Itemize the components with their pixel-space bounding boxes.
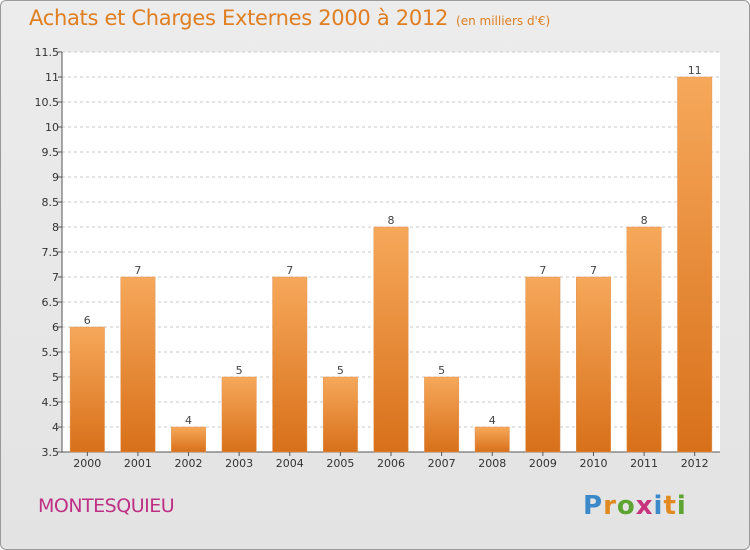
- logo-letter: o: [616, 491, 636, 521]
- data-label: 4: [185, 414, 192, 427]
- x-tick-label: 2001: [124, 457, 152, 470]
- chart-subtitle: (en milliers d'€): [456, 14, 551, 28]
- bar: [373, 226, 409, 453]
- bar: [221, 376, 257, 453]
- y-tick-label: 7: [52, 271, 59, 284]
- data-label: 8: [388, 214, 395, 227]
- y-tick-label: 4: [52, 421, 59, 434]
- y-tick-label: 9: [52, 171, 59, 184]
- logo-letter: i: [653, 491, 664, 521]
- bar: [424, 376, 460, 453]
- bar: [69, 326, 105, 453]
- logo-letter: x: [635, 491, 654, 521]
- x-tick-label: 2002: [175, 457, 203, 470]
- data-label: 7: [590, 264, 597, 277]
- data-label: 7: [286, 264, 293, 277]
- logo-letter: r: [603, 491, 617, 521]
- logo-letter: t: [663, 491, 677, 521]
- data-label: 7: [539, 264, 546, 277]
- y-tick-label: 10: [45, 121, 59, 134]
- data-label: 6: [84, 314, 91, 327]
- data-label: 5: [236, 364, 243, 377]
- x-tick-label: 2004: [276, 457, 304, 470]
- bar: [677, 76, 713, 453]
- y-tick-label: 7.5: [42, 246, 60, 259]
- data-label: 11: [688, 64, 702, 77]
- chart-title: Achats et Charges Externes 2000 à 2012 (e…: [29, 6, 550, 30]
- bar: [322, 376, 358, 453]
- city-name: MONTESQUIEU: [38, 495, 175, 517]
- bar: [626, 226, 662, 453]
- x-tick-label: 2006: [377, 457, 405, 470]
- x-tick-label: 2011: [630, 457, 658, 470]
- bar: [474, 426, 510, 453]
- y-tick-label: 8.5: [42, 196, 60, 209]
- x-tick-label: 2005: [326, 457, 354, 470]
- x-tick-label: 2009: [529, 457, 557, 470]
- data-labels: 6 7 4 5 7 5 8 5 4 7 7 8 11: [84, 64, 702, 427]
- bar: [525, 276, 561, 453]
- y-tick-label: 10.5: [35, 96, 60, 109]
- proxiti-logo: Proxiti: [583, 491, 687, 521]
- bar: [576, 276, 611, 453]
- y-tick-label: 9.5: [42, 146, 60, 159]
- x-tick-label: 2008: [478, 457, 506, 470]
- x-tick-label: 2012: [681, 457, 709, 470]
- y-tick-label: 8: [52, 221, 59, 234]
- y-tick-label: 5: [52, 371, 59, 384]
- y-tick-label: 6.5: [42, 296, 60, 309]
- chart-title-text: Achats et Charges Externes 2000 à 2012: [29, 6, 449, 30]
- y-tick-label: 5.5: [42, 346, 60, 359]
- data-label: 4: [489, 414, 496, 427]
- y-tick-label: 11.5: [35, 46, 60, 59]
- x-tick-label: 2007: [428, 457, 456, 470]
- logo-letter: P: [583, 491, 604, 521]
- x-tick-label: 2003: [225, 457, 253, 470]
- bar: [171, 426, 206, 453]
- y-tick-label: 6: [52, 321, 59, 334]
- x-axis: 2000 2001 2002 2003 2004 2005 2006 2007 2008 2009…: [73, 452, 709, 470]
- data-label: 7: [134, 264, 141, 277]
- x-tick-label: 2000: [73, 457, 101, 470]
- y-tick-label: 3.5: [42, 446, 60, 459]
- y-tick-label: 4.5: [42, 396, 60, 409]
- y-tick-label: 11: [45, 71, 59, 84]
- logo-letter: i: [676, 491, 687, 521]
- x-tick-label: 2010: [579, 457, 607, 470]
- bar: [272, 276, 308, 453]
- bar: [120, 276, 156, 453]
- bars: [69, 76, 713, 453]
- data-label: 8: [641, 214, 648, 227]
- data-label: 5: [337, 364, 344, 377]
- data-label: 5: [438, 364, 445, 377]
